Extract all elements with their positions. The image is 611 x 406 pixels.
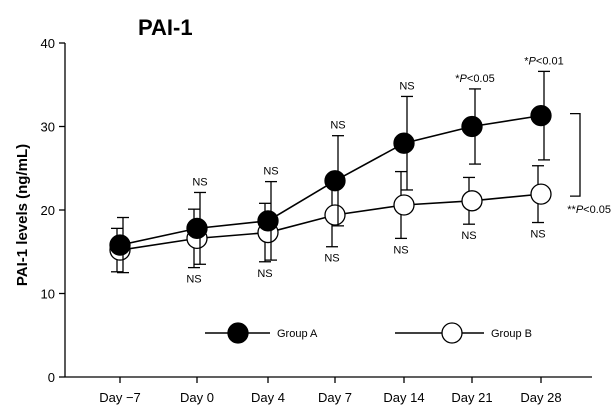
data-point-filled [257,210,279,232]
data-point-open [461,190,483,212]
significance-label-upper: NS [330,120,345,132]
significance-label-upper: *P<0.05 [455,73,494,85]
significance-label-lower: NS [393,244,408,256]
legend-marker [441,322,463,344]
significance-label-lower: NS [324,253,339,265]
x-tick-label: Day 7 [318,390,352,405]
significance-label-lower: NS [257,268,272,280]
legend-label: Group B [491,328,532,340]
x-tick-label: Day 4 [251,390,285,405]
bracket-significance-label: **P<0.05 [567,204,611,216]
axes: 0 10 20 30 40 Day −7 Day 0 Day 4 Day 7 Day 14 Day … [41,36,592,405]
x-tick-label: Day 21 [451,390,492,405]
series-group-a [109,70,552,274]
data-point-open [393,194,415,216]
legend-item-group-b: Group B [395,322,532,344]
data-point-filled [530,104,552,127]
annotations-layer: NS NS NS NS *P<0.05 *P<0.01 NS NS NS NS NS NS **P<0.… [186,55,611,285]
chart-title: PAI-1 [138,15,193,40]
significance-label-upper: NS [399,80,414,92]
legend: Group A Group B [205,322,532,344]
x-tick-label: Day 0 [180,390,214,405]
data-point-open [530,183,552,205]
data-point-filled [186,217,208,240]
y-tick-label: 20 [41,203,55,218]
y-axis-label: PAI-1 levels (ng/mL) [14,144,31,286]
y-tick-label: 40 [41,36,55,51]
legend-label: Group A [277,328,318,340]
significance-label-lower: NS [530,229,545,241]
y-tick-label: 0 [48,370,55,385]
significance-label-upper: *P<0.01 [524,55,563,67]
data-point-filled [324,170,346,192]
significance-label-lower: NS [461,230,476,242]
data-point-filled [461,115,483,138]
data-point-filled [393,132,415,154]
data-point-open [324,204,346,226]
legend-item-group-a: Group A [205,322,318,344]
x-tick-label: Day 14 [383,390,424,405]
y-tick-label: 30 [41,120,55,135]
significance-label-lower: NS [186,274,201,286]
legend-marker [227,322,249,344]
x-tick-label: Day −7 [99,390,141,405]
x-tick-label: Day 28 [520,390,561,405]
significance-label-upper: NS [192,176,207,188]
series-layer [109,70,552,274]
significance-label-upper: NS [263,166,278,178]
y-tick-label: 10 [41,287,55,302]
significance-bracket [570,112,581,197]
data-point-filled [109,234,131,256]
